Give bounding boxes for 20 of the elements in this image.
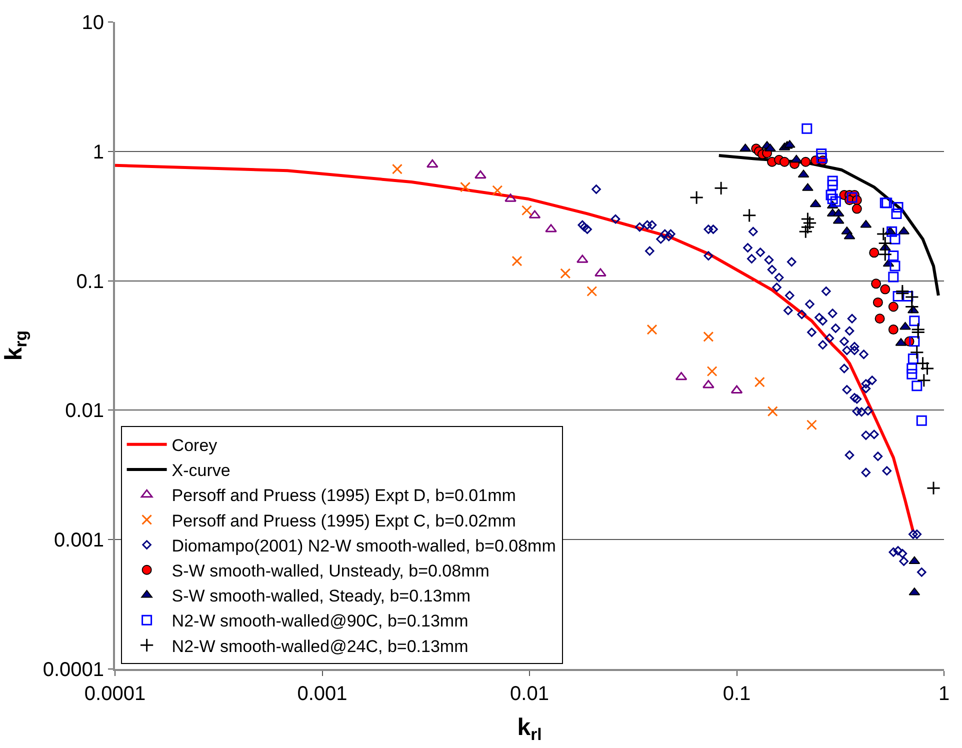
legend-label: N2-W smooth-walled@90C, b=0.13mm — [172, 612, 468, 631]
x-tick-label: 0.001 — [297, 683, 348, 705]
legend-label: S-W smooth-walled, Steady, b=0.13mm — [172, 586, 471, 606]
legend-label: Persoff and Pruess (1995) Expt D, b=0.01mm — [172, 486, 516, 506]
y-tick-label: 0.01 — [65, 400, 104, 422]
legend-label: X-curve — [172, 461, 230, 480]
legend-label: Corey — [172, 436, 218, 456]
x-tick-label: 0.01 — [510, 683, 549, 705]
y-tick-label: 10 — [82, 12, 104, 34]
y-tick-label: 1 — [92, 141, 104, 164]
legend-label: S-W smooth-walled, Unsteady, b=0.08mm — [172, 562, 490, 581]
legend-label: Diomampo(2001) N2-W smooth-walled, b=0.08mm — [172, 536, 556, 556]
x-tick-label: 1 — [938, 683, 950, 705]
legend-label: N2-W smooth-walled@24C, b=0.13mm — [172, 636, 468, 656]
y-tick-label: 0.001 — [54, 530, 104, 552]
y-tick-label: 0.0001 — [42, 659, 104, 681]
x-tick-label: 0.1 — [722, 683, 751, 705]
y-tick-label: 0.1 — [76, 270, 104, 293]
legend-label: Persoff and Pruess (1995) Expt C, b=0.02mm — [172, 511, 516, 530]
x-axis-title: k$_{rl}$ — [517, 714, 542, 744]
